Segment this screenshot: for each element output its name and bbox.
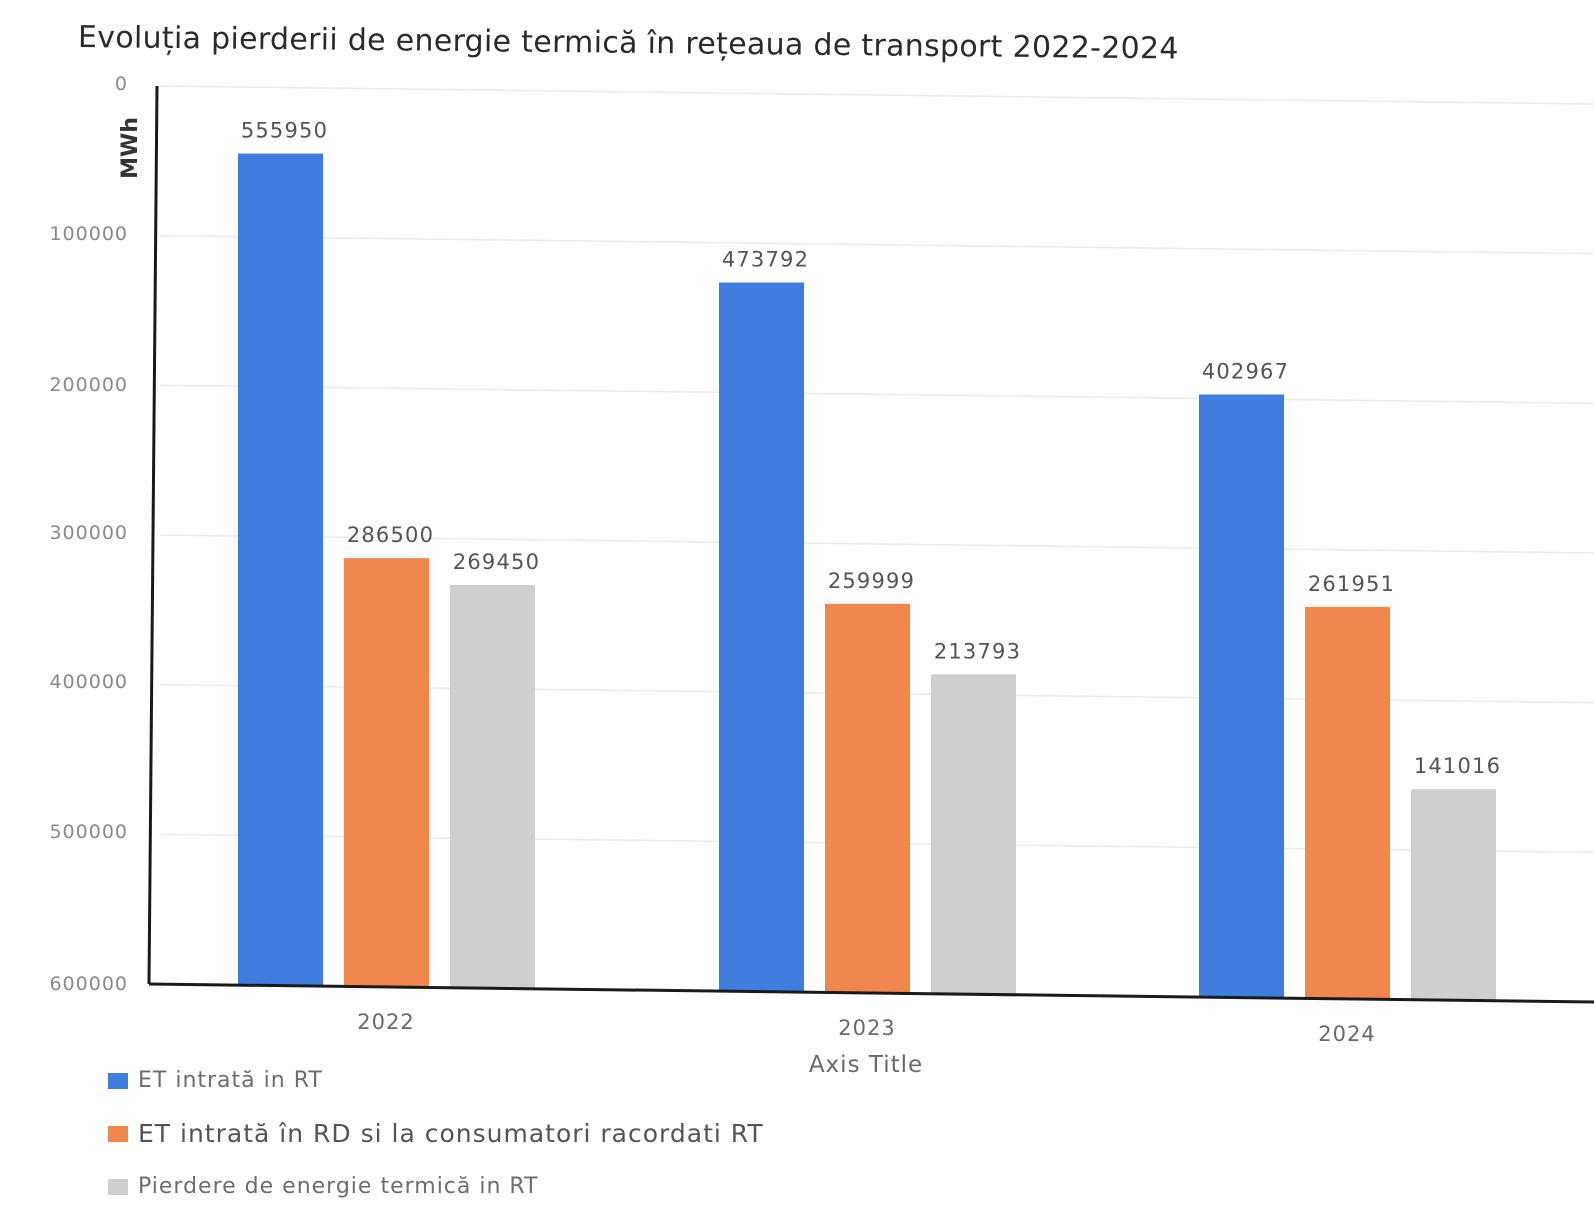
legend-label: ET intrată in RT <box>138 1068 323 1093</box>
bar-2023-series-3 <box>931 674 1016 995</box>
legend-swatch-blue <box>108 1072 128 1089</box>
axes <box>147 85 1594 1004</box>
bar-2024-series-2 <box>1305 606 1390 999</box>
data-label: 213793 <box>934 639 1021 663</box>
legend-label: ET intrată în RD si la consumatori racor… <box>138 1119 764 1148</box>
data-label: 269450 <box>453 550 540 574</box>
labels: 0 100000 200000 300000 400000 500000 600000 555… <box>49 73 1501 1046</box>
bar-2024-series-3 <box>1411 789 1496 1001</box>
y-tick-label: 200000 <box>49 374 128 396</box>
gridline <box>159 384 1594 405</box>
x-axis-line <box>148 982 1594 1004</box>
x-tick-label: 2023 <box>838 1016 895 1040</box>
legend-item-series-3: Pierdere de energie termică in RT <box>108 1174 764 1199</box>
gridline <box>159 534 1594 554</box>
gridline <box>159 85 1594 105</box>
data-label: 286500 <box>347 523 434 547</box>
y-tick-label: 100000 <box>49 223 128 245</box>
x-tick-label: 2022 <box>357 1010 414 1034</box>
legend: ET intrată in RT ET intrată în RD si la … <box>108 1068 764 1225</box>
legend-item-series-1: ET intrată in RT <box>108 1068 764 1093</box>
data-label: 141016 <box>1414 754 1501 778</box>
legend-swatch-orange <box>108 1125 128 1142</box>
y-axis-line <box>147 85 159 985</box>
y-tick-label: 500000 <box>49 821 128 843</box>
y-tick-label: 300000 <box>49 522 128 544</box>
data-label: 261951 <box>1308 572 1395 596</box>
bar-2022-series-3 <box>450 585 535 989</box>
data-label: 473792 <box>722 248 809 272</box>
y-tick-label: 600000 <box>49 973 128 995</box>
x-axis-title: Axis Title <box>809 1052 923 1078</box>
bar-2024-series-1 <box>1199 394 1284 998</box>
legend-label: Pierdere de energie termică in RT <box>138 1174 539 1199</box>
data-label: 402967 <box>1202 360 1289 384</box>
bars <box>238 153 1496 1001</box>
y-tick-label: 0 <box>115 73 128 95</box>
y-tick-label: 400000 <box>49 671 128 693</box>
bar-2023-series-1 <box>719 282 804 992</box>
gridline <box>159 234 1594 255</box>
x-tick-label: 2024 <box>1318 1022 1375 1046</box>
data-label: 555950 <box>241 119 328 143</box>
bar-2022-series-1 <box>238 153 323 986</box>
data-label: 259999 <box>828 569 915 593</box>
bar-2023-series-2 <box>825 603 910 993</box>
legend-item-series-2: ET intrată în RD si la consumatori racor… <box>108 1119 764 1148</box>
legend-swatch-gray <box>108 1178 128 1195</box>
y-axis-title: MWh <box>118 117 143 179</box>
bar-2022-series-2 <box>344 558 429 987</box>
